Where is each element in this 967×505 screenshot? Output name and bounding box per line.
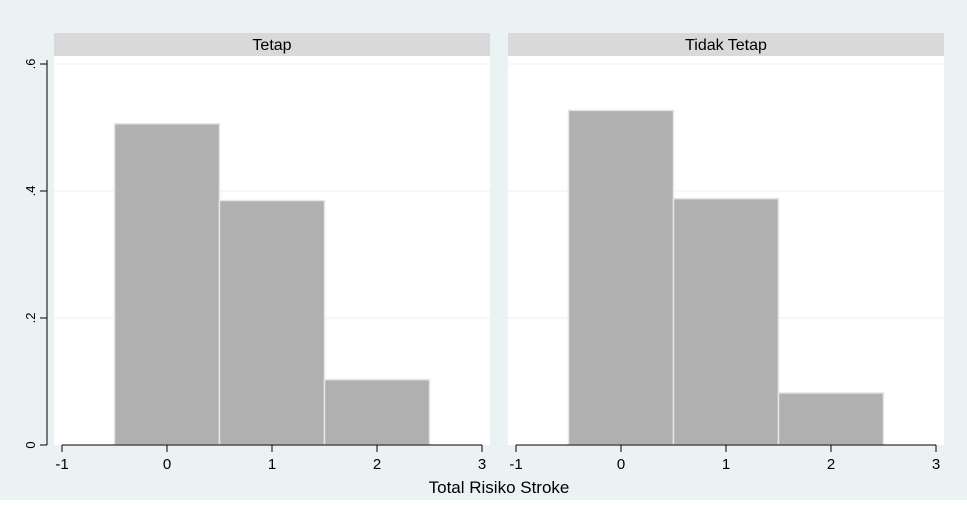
y-tick-label: .2 (23, 313, 38, 324)
bar (323, 378, 431, 446)
y-axis: 0 .2 .4 .6 (23, 59, 48, 449)
x-tick-label: 0 (163, 456, 171, 473)
panel-title: Tidak Tetap (685, 37, 767, 54)
panel-tetap: Tetap -1 0 1 2 3 (54, 33, 490, 473)
panel-title: Tetap (252, 37, 291, 54)
x-tick-label: -1 (55, 456, 68, 473)
x-axis-title: Total Risiko Stroke (429, 478, 570, 497)
x-tick-label: 1 (722, 456, 730, 473)
bars (113, 122, 431, 446)
y-tick-label: .4 (23, 186, 38, 197)
bar (777, 392, 885, 446)
x-tick-label: 2 (827, 456, 835, 473)
panel-header (54, 33, 490, 56)
x-tick-label: 3 (932, 456, 940, 473)
x-tick-label: 2 (373, 456, 381, 473)
x-tick-label: -1 (509, 456, 522, 473)
x-tick-label: 0 (617, 456, 625, 473)
x-tick-label: 3 (478, 456, 486, 473)
bar (218, 199, 326, 446)
x-axis: -1 0 1 2 3 (55, 444, 486, 473)
bar (567, 109, 675, 446)
bar (672, 197, 780, 446)
y-tick-label: .6 (23, 59, 38, 70)
y-tick-label: 0 (23, 441, 38, 448)
bars (567, 109, 885, 446)
bar (113, 122, 221, 446)
panel-tidak-tetap: Tidak Tetap -1 0 1 2 3 (508, 33, 944, 473)
x-tick-label: 1 (268, 456, 276, 473)
panel-header (508, 33, 944, 56)
x-axis: -1 0 1 2 3 (509, 444, 940, 473)
